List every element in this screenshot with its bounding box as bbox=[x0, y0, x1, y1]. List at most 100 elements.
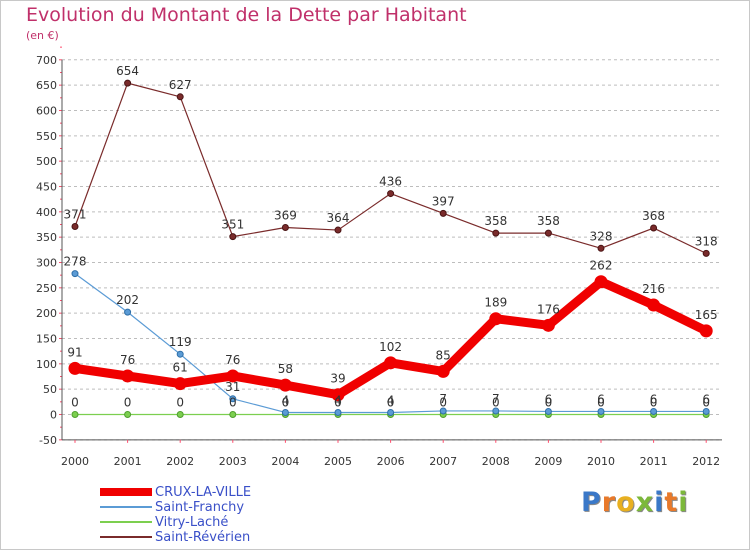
data-label: 278 bbox=[64, 255, 87, 269]
data-label: 0 bbox=[545, 396, 553, 410]
data-label: 31 bbox=[225, 380, 240, 394]
x-tick-label: 2001 bbox=[114, 455, 142, 468]
data-point bbox=[124, 411, 132, 418]
data-point bbox=[281, 224, 289, 232]
legend-swatch-vitry-lache bbox=[100, 521, 152, 523]
data-label: 6 bbox=[597, 392, 605, 406]
legend-swatch-saint-franchy bbox=[100, 506, 152, 508]
chart-title: Evolution du Montant de la Dette par Hab… bbox=[26, 4, 467, 26]
data-label: 91 bbox=[67, 345, 82, 359]
data-point bbox=[650, 407, 658, 415]
legend-label: CRUX-LA-VILLE bbox=[155, 485, 252, 500]
data-label: 61 bbox=[173, 361, 188, 375]
data-point bbox=[229, 395, 237, 403]
data-label: 262 bbox=[590, 259, 613, 273]
x-tick-label: 2010 bbox=[587, 455, 615, 468]
data-point bbox=[334, 226, 342, 234]
x-tick-label: 2002 bbox=[166, 455, 194, 468]
data-point bbox=[124, 308, 132, 316]
data-label: 654 bbox=[116, 64, 139, 78]
logo-letter: P bbox=[581, 487, 602, 518]
data-point bbox=[278, 378, 292, 392]
data-label: 85 bbox=[436, 348, 451, 362]
data-point bbox=[226, 369, 240, 383]
chart-subtitle: (en €) bbox=[26, 29, 59, 42]
data-label: 0 bbox=[282, 396, 290, 410]
data-label: 0 bbox=[124, 396, 132, 410]
data-point bbox=[68, 361, 82, 375]
data-label: 176 bbox=[537, 302, 560, 316]
y-tick-label: 350 bbox=[36, 231, 57, 244]
data-label: 0 bbox=[71, 396, 79, 410]
legend-label: Vitry-Laché bbox=[155, 515, 229, 530]
data-point bbox=[436, 364, 450, 378]
data-point bbox=[597, 244, 605, 252]
x-tick-label: 2009 bbox=[534, 455, 562, 468]
data-label: 76 bbox=[225, 353, 240, 367]
data-label: 4 bbox=[334, 393, 342, 407]
y-tick-label: 300 bbox=[36, 256, 57, 269]
data-point bbox=[650, 224, 658, 232]
data-point bbox=[176, 411, 184, 418]
x-tick-label: 2006 bbox=[377, 455, 405, 468]
legend-swatch-saint-reverien bbox=[100, 536, 152, 538]
data-point bbox=[229, 411, 237, 418]
data-point bbox=[124, 79, 132, 87]
data-point bbox=[71, 270, 79, 278]
data-label: 6 bbox=[650, 392, 658, 406]
y-tick-label: 200 bbox=[36, 307, 57, 320]
data-label: 351 bbox=[221, 218, 244, 232]
x-tick-label: 2011 bbox=[640, 455, 668, 468]
data-label: 6 bbox=[545, 392, 553, 406]
y-tick-label: 250 bbox=[36, 282, 57, 295]
data-point bbox=[384, 356, 398, 370]
data-point bbox=[281, 408, 289, 416]
data-point bbox=[544, 229, 552, 237]
y-tick-label: 150 bbox=[36, 332, 57, 345]
legend-label: Saint-Franchy bbox=[155, 500, 245, 515]
data-label: 0 bbox=[439, 396, 447, 410]
legend-label: Saint-Révérien bbox=[155, 530, 251, 545]
x-tick-label: 2012 bbox=[692, 455, 720, 468]
logo-letter: o bbox=[616, 487, 636, 518]
data-label: 358 bbox=[537, 214, 560, 228]
data-point bbox=[121, 369, 135, 383]
y-tick-label: 400 bbox=[36, 206, 57, 219]
data-label: 7 bbox=[439, 392, 447, 406]
data-label: 7 bbox=[492, 392, 500, 406]
data-label: 0 bbox=[334, 396, 342, 410]
data-label: 202 bbox=[116, 293, 139, 307]
data-point bbox=[597, 407, 605, 415]
data-label: 318 bbox=[695, 234, 718, 248]
line-chart: -500501001502002503003504004505005506006… bbox=[36, 46, 722, 468]
data-point bbox=[702, 249, 710, 257]
logo-letter: r bbox=[601, 487, 617, 518]
x-tick-label: 2000 bbox=[61, 455, 89, 468]
data-label: 4 bbox=[387, 393, 395, 407]
data-label: 102 bbox=[379, 340, 402, 354]
series-line bbox=[74, 82, 707, 254]
data-point bbox=[331, 388, 345, 402]
data-point bbox=[387, 408, 395, 416]
data-point bbox=[594, 275, 608, 289]
data-point bbox=[387, 190, 395, 198]
x-tick-label: 2003 bbox=[219, 455, 247, 468]
proxiti-logo: Proxiti bbox=[581, 487, 689, 518]
data-label: 397 bbox=[432, 194, 455, 208]
y-tick-label: 700 bbox=[36, 54, 57, 67]
logo-letter: i bbox=[678, 487, 689, 518]
data-point bbox=[489, 312, 503, 326]
y-tick-label: 650 bbox=[36, 79, 57, 92]
data-label: 189 bbox=[484, 296, 507, 310]
data-point bbox=[71, 223, 79, 231]
data-label: 216 bbox=[642, 282, 665, 296]
data-point bbox=[176, 350, 184, 358]
data-label: 368 bbox=[642, 209, 665, 223]
data-point bbox=[541, 318, 555, 332]
data-label: 39 bbox=[330, 372, 345, 386]
data-label: 0 bbox=[229, 396, 237, 410]
data-point bbox=[699, 324, 713, 338]
data-point bbox=[176, 93, 184, 101]
data-label: 371 bbox=[64, 208, 87, 222]
